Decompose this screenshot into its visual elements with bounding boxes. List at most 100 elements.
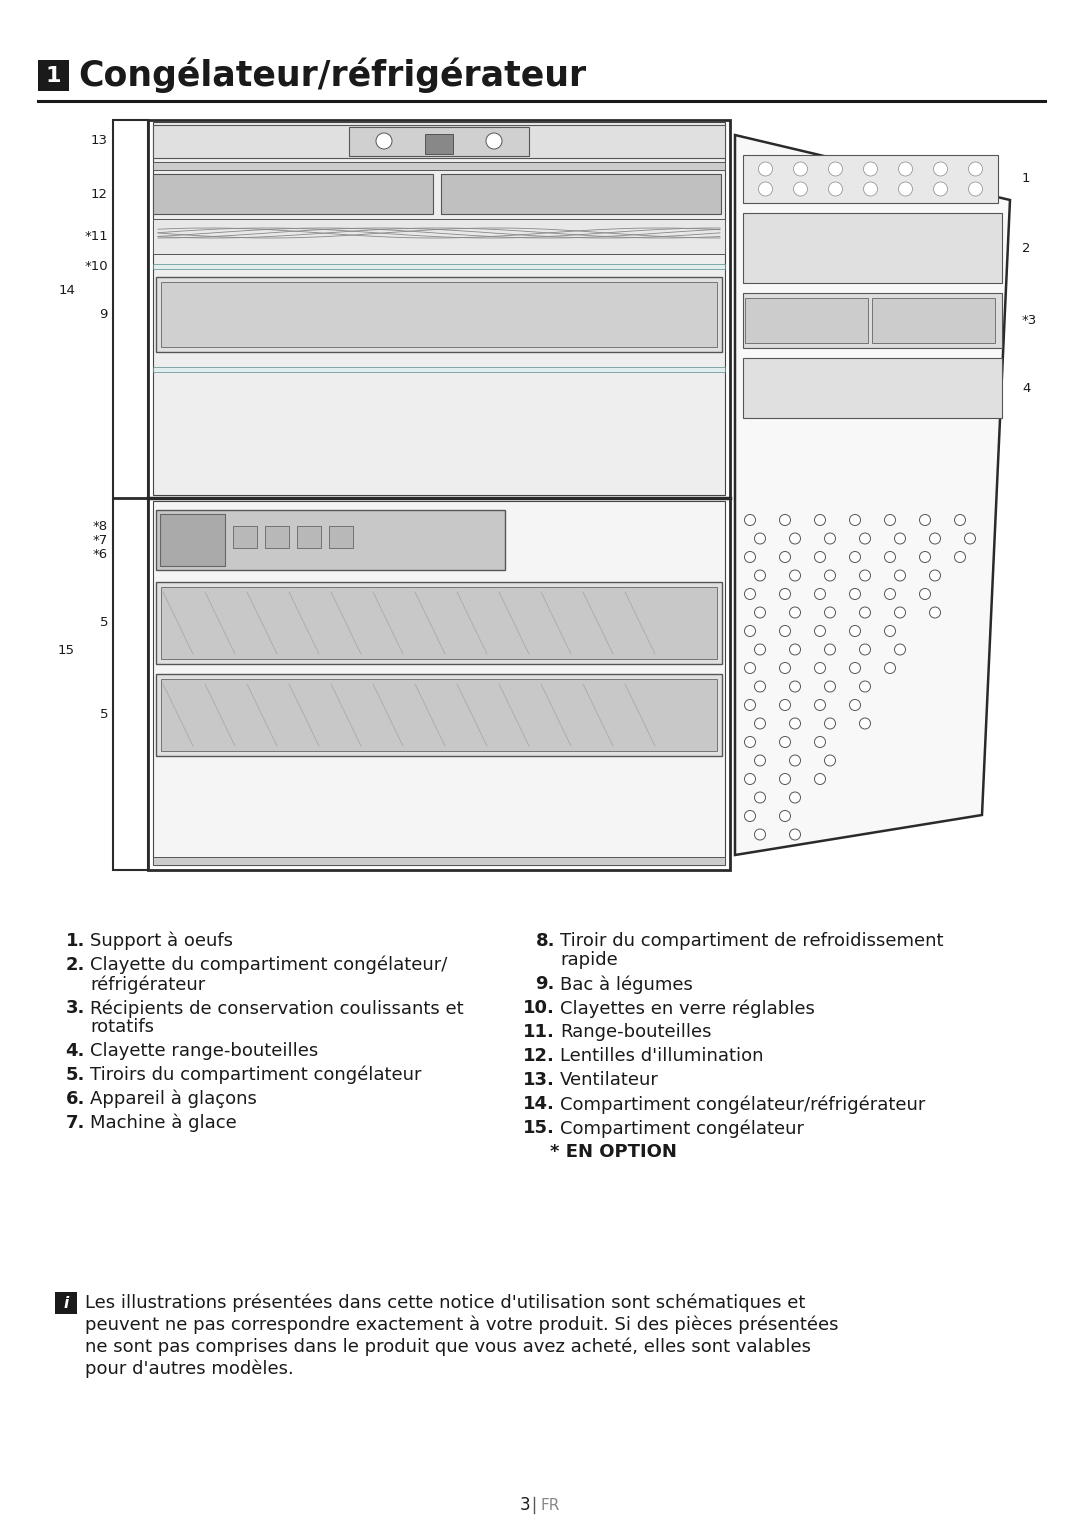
Circle shape bbox=[955, 515, 966, 525]
Bar bbox=[743, 213, 1002, 283]
Circle shape bbox=[824, 570, 836, 581]
Circle shape bbox=[850, 552, 861, 562]
Circle shape bbox=[885, 662, 895, 674]
Bar bbox=[153, 126, 725, 158]
Circle shape bbox=[744, 810, 756, 821]
Bar bbox=[161, 587, 717, 659]
Circle shape bbox=[486, 133, 502, 149]
Circle shape bbox=[780, 588, 791, 599]
Circle shape bbox=[780, 515, 791, 525]
Bar bbox=[156, 582, 723, 663]
Text: 15: 15 bbox=[58, 643, 75, 657]
Circle shape bbox=[789, 792, 800, 803]
Bar bbox=[426, 133, 453, 155]
Circle shape bbox=[824, 643, 836, 656]
Circle shape bbox=[780, 774, 791, 784]
Circle shape bbox=[919, 515, 931, 525]
Text: 12.: 12. bbox=[523, 1046, 555, 1065]
Circle shape bbox=[919, 552, 931, 562]
Circle shape bbox=[894, 570, 905, 581]
Circle shape bbox=[814, 662, 825, 674]
Circle shape bbox=[814, 552, 825, 562]
Circle shape bbox=[744, 700, 756, 711]
Circle shape bbox=[850, 588, 861, 599]
Bar bbox=[161, 282, 717, 348]
Text: Machine à glace: Machine à glace bbox=[90, 1114, 237, 1132]
Bar bbox=[297, 525, 321, 548]
Text: Tiroirs du compartiment congélateur: Tiroirs du compartiment congélateur bbox=[90, 1066, 421, 1085]
Circle shape bbox=[885, 588, 895, 599]
Circle shape bbox=[744, 588, 756, 599]
Bar bbox=[153, 368, 725, 372]
Bar bbox=[745, 299, 868, 343]
Circle shape bbox=[860, 533, 870, 544]
Circle shape bbox=[744, 774, 756, 784]
Bar bbox=[349, 127, 529, 156]
Circle shape bbox=[794, 162, 808, 176]
Circle shape bbox=[930, 607, 941, 617]
Circle shape bbox=[955, 552, 966, 562]
Circle shape bbox=[850, 515, 861, 525]
Circle shape bbox=[885, 552, 895, 562]
Circle shape bbox=[964, 533, 975, 544]
Circle shape bbox=[860, 643, 870, 656]
Bar bbox=[872, 299, 995, 343]
Text: 9.: 9. bbox=[536, 974, 555, 993]
Bar bbox=[156, 510, 505, 570]
Text: *10: *10 bbox=[84, 260, 108, 274]
Polygon shape bbox=[735, 135, 1010, 855]
Circle shape bbox=[755, 533, 766, 544]
Circle shape bbox=[850, 662, 861, 674]
Bar bbox=[153, 856, 725, 866]
Circle shape bbox=[930, 533, 941, 544]
Text: 13.: 13. bbox=[523, 1071, 555, 1089]
Text: Tiroir du compartiment de refroidissement: Tiroir du compartiment de refroidissemen… bbox=[561, 931, 944, 950]
Circle shape bbox=[789, 829, 800, 840]
Text: rapide: rapide bbox=[561, 951, 618, 970]
Circle shape bbox=[894, 607, 905, 617]
Circle shape bbox=[789, 643, 800, 656]
Text: pour d'autres modèles.: pour d'autres modèles. bbox=[85, 1360, 294, 1379]
Circle shape bbox=[789, 755, 800, 766]
Text: Congélateur/réfrigérateur: Congélateur/réfrigérateur bbox=[78, 58, 586, 93]
Text: 5.: 5. bbox=[66, 1066, 85, 1085]
Circle shape bbox=[755, 682, 766, 692]
Text: *8: *8 bbox=[93, 519, 108, 533]
Circle shape bbox=[744, 737, 756, 748]
Text: Compartiment congélateur/réfrigérateur: Compartiment congélateur/réfrigérateur bbox=[561, 1095, 926, 1114]
Text: Bac à légumes: Bac à légumes bbox=[561, 974, 693, 993]
Text: 10.: 10. bbox=[523, 999, 555, 1017]
Bar bbox=[160, 515, 225, 565]
Text: Support à oeufs: Support à oeufs bbox=[90, 931, 233, 950]
Circle shape bbox=[780, 700, 791, 711]
Circle shape bbox=[824, 607, 836, 617]
Circle shape bbox=[919, 588, 931, 599]
Bar bbox=[148, 119, 730, 870]
Text: Les illustrations présentées dans cette notice d'utilisation sont schématiques e: Les illustrations présentées dans cette … bbox=[85, 1295, 806, 1313]
Text: 14.: 14. bbox=[523, 1095, 555, 1114]
Text: Lentilles d'illumination: Lentilles d'illumination bbox=[561, 1046, 764, 1065]
Text: ne sont pas comprises dans le produit que vous avez acheté, elles sont valables: ne sont pas comprises dans le produit qu… bbox=[85, 1337, 811, 1356]
Text: 1: 1 bbox=[1022, 173, 1030, 185]
Text: * EN OPTION: * EN OPTION bbox=[550, 1143, 677, 1161]
Bar bbox=[329, 525, 353, 548]
Text: Range-bouteilles: Range-bouteilles bbox=[561, 1023, 712, 1042]
Text: 2.: 2. bbox=[66, 956, 85, 974]
Circle shape bbox=[864, 162, 877, 176]
Bar bbox=[153, 123, 725, 495]
Circle shape bbox=[780, 662, 791, 674]
Text: *11: *11 bbox=[84, 230, 108, 242]
Circle shape bbox=[780, 552, 791, 562]
Text: 1.: 1. bbox=[66, 931, 85, 950]
Bar bbox=[743, 358, 1002, 418]
Circle shape bbox=[850, 700, 861, 711]
Circle shape bbox=[814, 625, 825, 636]
Circle shape bbox=[824, 682, 836, 692]
Circle shape bbox=[758, 162, 772, 176]
Bar bbox=[153, 264, 725, 270]
Circle shape bbox=[744, 662, 756, 674]
Bar bbox=[38, 60, 69, 90]
Circle shape bbox=[755, 570, 766, 581]
Circle shape bbox=[780, 625, 791, 636]
Bar bbox=[153, 175, 433, 214]
